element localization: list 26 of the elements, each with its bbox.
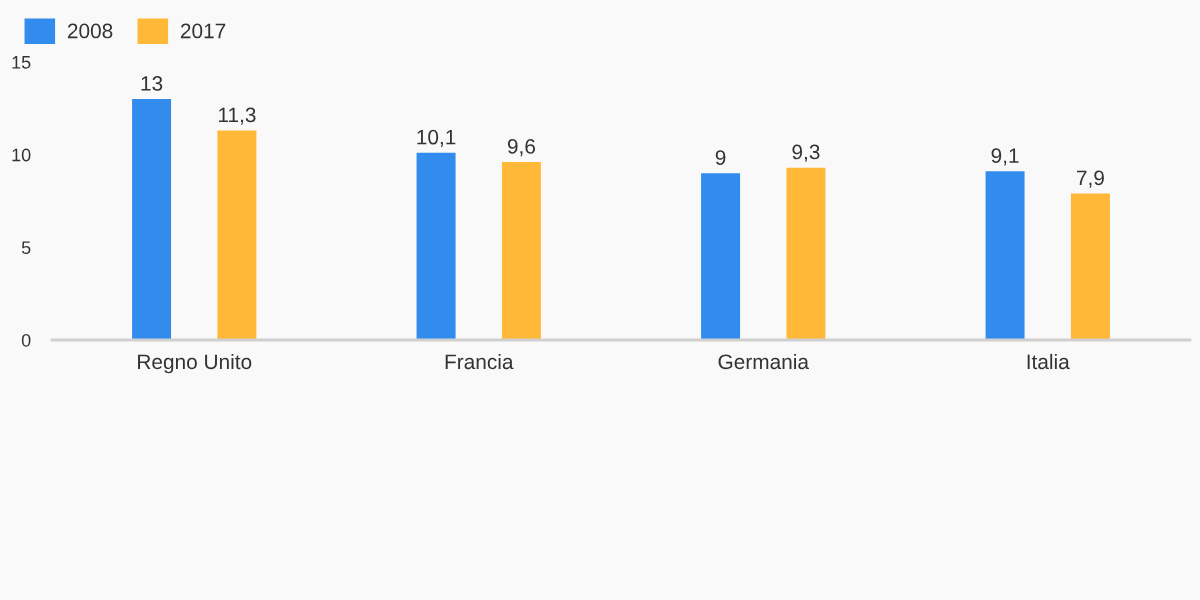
bar bbox=[132, 99, 172, 340]
data-label: 9 bbox=[715, 150, 726, 165]
x-tick-label: Italia bbox=[1027, 353, 1070, 370]
x-tick-label: Germania bbox=[718, 353, 809, 370]
data-label: 10,1 bbox=[417, 129, 456, 147]
legend-label: 2017 bbox=[180, 23, 226, 39]
bar bbox=[786, 167, 826, 340]
bar bbox=[416, 152, 456, 340]
data-label: 11,3 bbox=[219, 107, 256, 125]
x-tick-label: Francia bbox=[445, 353, 514, 370]
data-label: 9,6 bbox=[507, 139, 535, 157]
y-tick-label: 5 bbox=[21, 241, 31, 255]
y-tick-label: 10 bbox=[12, 148, 31, 162]
data-label: 9,1 bbox=[991, 148, 1019, 166]
bar bbox=[701, 173, 741, 340]
data-label: 13 bbox=[141, 76, 163, 91]
y-tick-label: 0 bbox=[21, 333, 31, 347]
bar bbox=[501, 162, 541, 340]
x-tick-label: Regno Unito bbox=[138, 353, 252, 374]
bar bbox=[985, 171, 1025, 340]
bar bbox=[217, 130, 257, 340]
y-tick-label: 15 bbox=[12, 56, 31, 69]
bar bbox=[1070, 193, 1110, 340]
data-label: 9,3 bbox=[792, 144, 820, 162]
legend-label: 2008 bbox=[67, 23, 113, 39]
data-label: 7,9 bbox=[1077, 170, 1104, 188]
